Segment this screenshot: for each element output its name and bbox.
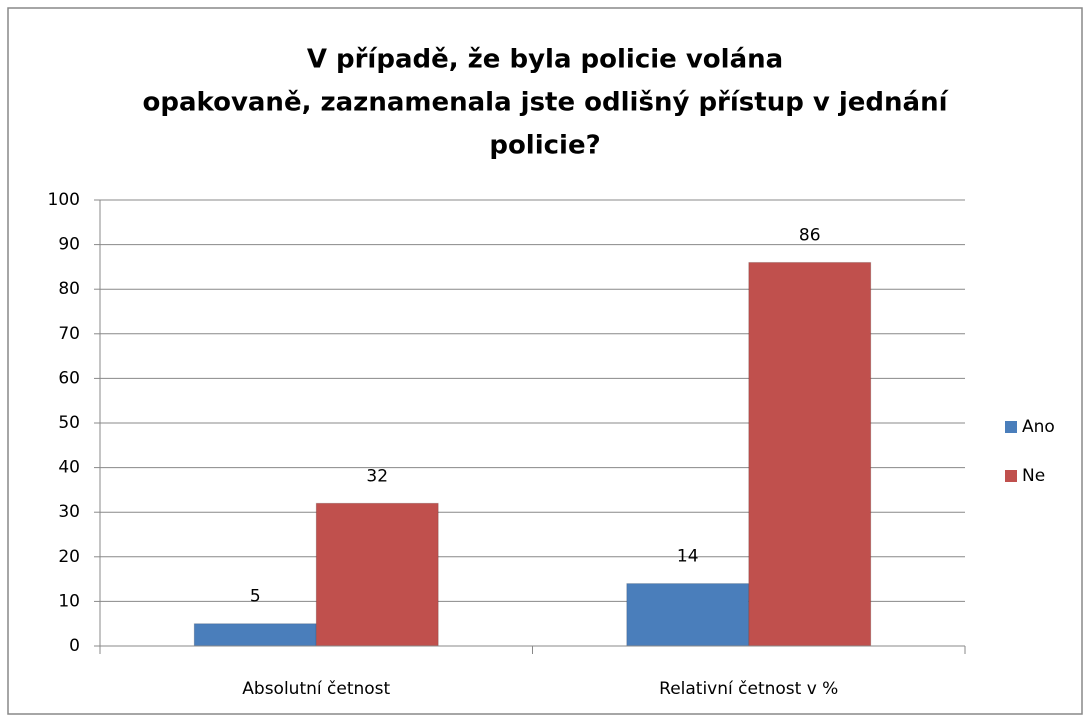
bar [626,583,750,647]
y-tick-label: 60 [58,368,80,388]
chart-title: opakovaně, zaznamenala jste odlišný přís… [142,88,949,118]
y-tick-label: 100 [48,190,80,210]
x-tick-label: Absolutní četnost [242,679,390,699]
y-tick-label: 70 [58,324,80,344]
y-tick-label: 10 [58,591,80,611]
y-tick-label: 20 [58,547,80,567]
data-label: 5 [250,587,261,607]
chart-title: V případě, že byla policie volána [307,45,783,75]
y-tick-label: 40 [58,458,80,478]
chart-title: policie? [489,131,600,161]
y-tick-label: 90 [58,235,80,255]
bar [315,502,439,647]
chart-frame [7,7,1083,715]
y-tick-label: 0 [69,636,80,656]
y-tick-label: 80 [58,279,80,299]
legend-label: Ano [1022,417,1055,437]
legend-label: Ne [1022,466,1045,486]
legend-swatch [1005,421,1017,433]
bar [748,261,872,647]
y-tick-label: 50 [58,413,80,433]
bar [193,623,317,647]
data-label: 32 [366,466,388,486]
x-tick-label: Relativní četnost v % [659,679,838,699]
data-label: 86 [799,225,821,245]
y-tick-label: 30 [58,502,80,522]
legend-swatch [1005,470,1017,482]
data-label: 14 [677,547,699,567]
